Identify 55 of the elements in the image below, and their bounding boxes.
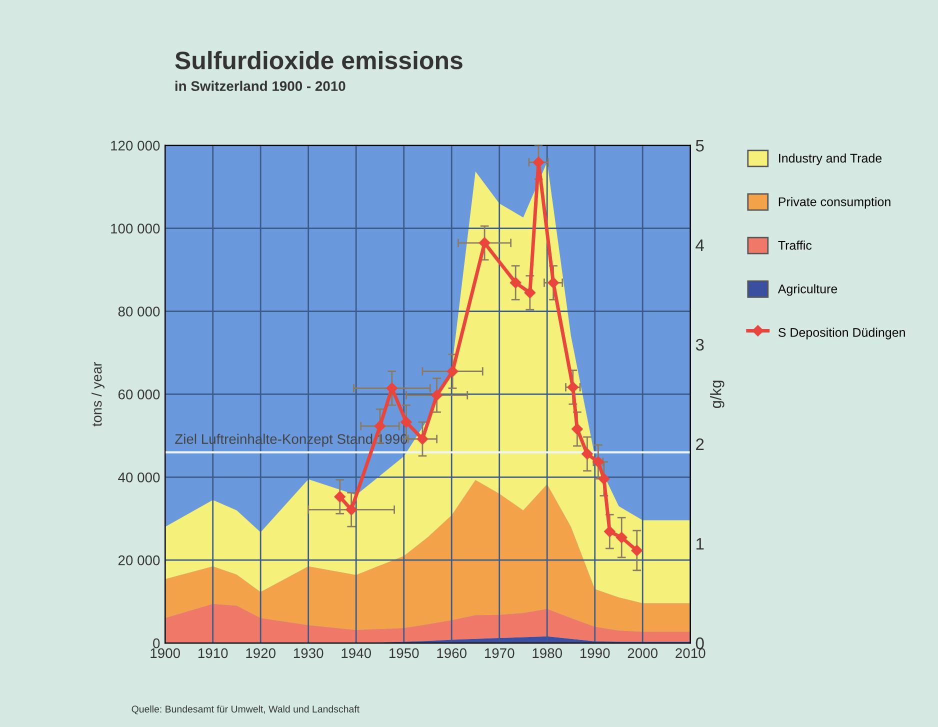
y-tick-label: 20 000: [118, 555, 160, 566]
x-tick-label: 1980: [532, 648, 562, 658]
point: [572, 423, 583, 435]
point: [400, 416, 412, 428]
point: [478, 237, 490, 249]
x-tick-label: 1940: [342, 648, 372, 658]
legend-label: Private consumption: [778, 197, 890, 209]
point: [631, 544, 642, 556]
y-tick-label: 120 000: [111, 140, 160, 151]
point: [604, 526, 616, 538]
y2-tick-label: 0: [696, 637, 704, 650]
point: [616, 532, 628, 544]
y-tick-label: 0: [153, 638, 160, 648]
point: [524, 287, 536, 298]
point: [334, 491, 346, 502]
point: [548, 277, 559, 288]
legend-label: Industry and Trade: [779, 153, 882, 166]
chart-subtitle: in Switzerland 1900 - 2010: [175, 80, 346, 92]
point: [582, 448, 593, 460]
y-tick-label: 100 000: [111, 224, 160, 234]
point: [346, 504, 357, 516]
point: [510, 277, 522, 288]
y2-tick-label: 4: [696, 240, 704, 251]
point: [374, 420, 386, 432]
point: [431, 390, 442, 401]
x-tick-label: 1960: [437, 648, 467, 658]
x-tick-label: 1990: [580, 648, 610, 658]
x-tick-label: 1900: [150, 648, 180, 658]
point: [567, 382, 578, 393]
x-tick-label: 1970: [484, 648, 514, 658]
x-tick-label: 1950: [389, 648, 419, 658]
y-tick-label: 40 000: [118, 472, 160, 482]
point: [598, 473, 610, 484]
source-note: Quelle: Bundesamt für Umwelt, Wald und Landschaft: [132, 705, 360, 714]
y2-tick-label: 2: [696, 438, 704, 450]
point: [386, 382, 398, 394]
y-axis-title: tons / year: [92, 362, 104, 426]
y-tick-label: 60 000: [118, 390, 160, 400]
y2-tick-label: 1: [696, 538, 704, 550]
y2-tick-label: 3: [696, 338, 704, 351]
legend-label: Agriculture: [778, 284, 838, 296]
chart-title: Sulfurdioxide emissions: [175, 50, 462, 70]
y2-axis-title: g/kg: [710, 380, 724, 408]
x-tick-label: 2010: [676, 648, 706, 658]
y-tick-label: 80 000: [118, 306, 160, 316]
point: [416, 433, 428, 445]
x-tick-label: 1910: [198, 648, 228, 658]
legend-label: Traffic: [778, 240, 812, 250]
x-tick-label: 1920: [246, 648, 276, 658]
x-tick-label: 2000: [628, 648, 658, 658]
point: [532, 156, 544, 168]
y2-tick-label: 5: [696, 140, 704, 152]
x-tick-label: 1930: [294, 648, 324, 658]
point: [446, 366, 458, 377]
legend-label: S Deposition Düdingen: [778, 328, 905, 340]
